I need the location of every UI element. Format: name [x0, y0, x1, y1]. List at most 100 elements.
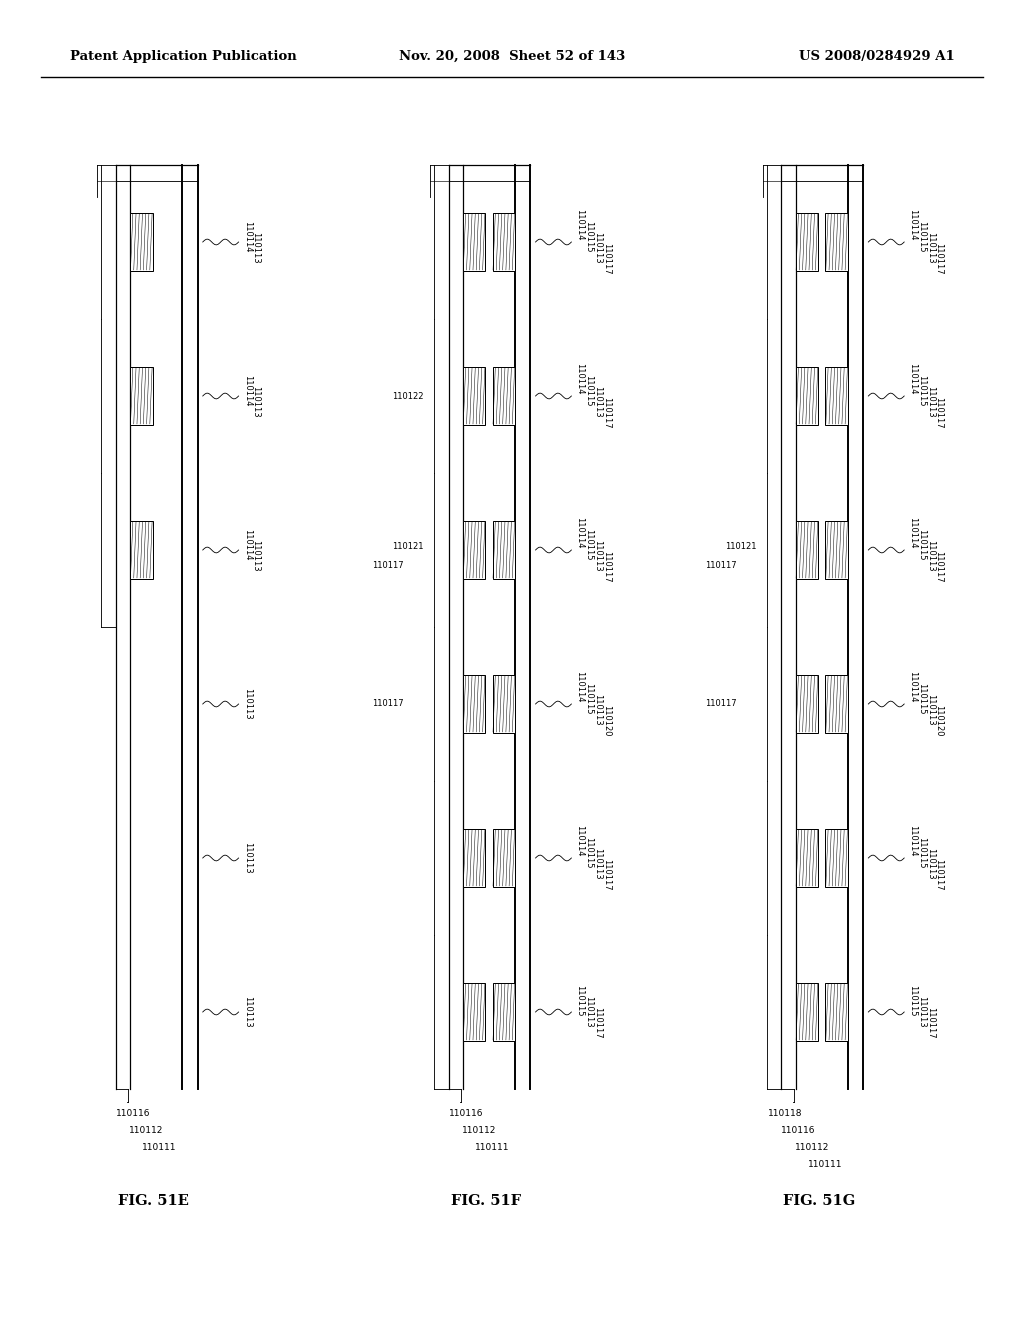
Polygon shape — [493, 213, 515, 272]
Text: 110117: 110117 — [926, 1007, 935, 1039]
Polygon shape — [130, 213, 153, 272]
Polygon shape — [463, 213, 485, 272]
Text: 110115: 110115 — [584, 375, 593, 407]
Text: FIG. 51G: FIG. 51G — [783, 1195, 856, 1208]
Text: 110114: 110114 — [908, 517, 918, 549]
Text: 110115: 110115 — [584, 837, 593, 869]
Polygon shape — [825, 675, 848, 734]
Text: 110114: 110114 — [243, 375, 252, 407]
Text: 110114: 110114 — [908, 210, 918, 242]
Polygon shape — [796, 520, 818, 579]
Text: 110117: 110117 — [934, 550, 943, 582]
Text: 110121: 110121 — [725, 541, 757, 550]
Text: 110114: 110114 — [243, 220, 252, 252]
Polygon shape — [796, 829, 818, 887]
Text: 110115: 110115 — [908, 985, 918, 1016]
Text: 110115: 110115 — [584, 528, 593, 560]
Text: 110117: 110117 — [602, 397, 610, 429]
Polygon shape — [825, 982, 848, 1041]
Text: Nov. 20, 2008  Sheet 52 of 143: Nov. 20, 2008 Sheet 52 of 143 — [399, 50, 625, 63]
Text: 110113: 110113 — [918, 997, 926, 1028]
Text: 110117: 110117 — [934, 243, 943, 275]
Polygon shape — [796, 367, 818, 425]
Polygon shape — [463, 675, 485, 734]
Text: 110114: 110114 — [575, 825, 585, 857]
Polygon shape — [130, 520, 153, 579]
Text: 110115: 110115 — [584, 220, 593, 252]
Polygon shape — [463, 982, 485, 1041]
Text: US 2008/0284929 A1: US 2008/0284929 A1 — [799, 50, 954, 63]
Polygon shape — [825, 520, 848, 579]
Text: 110116: 110116 — [449, 1109, 483, 1118]
Text: 110116: 110116 — [116, 1109, 151, 1118]
Text: 110113: 110113 — [252, 232, 260, 264]
Polygon shape — [130, 367, 153, 425]
Text: 110113: 110113 — [252, 540, 260, 572]
Text: 110111: 110111 — [808, 1160, 843, 1170]
Text: 110115: 110115 — [918, 528, 926, 560]
Polygon shape — [493, 520, 515, 579]
Text: 110117: 110117 — [593, 1007, 602, 1039]
Text: 110117: 110117 — [602, 550, 610, 582]
Text: 110111: 110111 — [475, 1143, 510, 1152]
Text: 110113: 110113 — [926, 232, 935, 264]
Text: 110114: 110114 — [575, 210, 585, 242]
Text: 110111: 110111 — [142, 1143, 177, 1152]
Text: 110117: 110117 — [705, 561, 736, 570]
Text: 110122: 110122 — [392, 392, 424, 400]
Polygon shape — [825, 367, 848, 425]
Polygon shape — [796, 982, 818, 1041]
Polygon shape — [493, 982, 515, 1041]
Text: 110114: 110114 — [575, 363, 585, 395]
Text: 110117: 110117 — [372, 700, 403, 709]
Text: 110112: 110112 — [795, 1143, 829, 1152]
Text: 110117: 110117 — [934, 859, 943, 891]
Polygon shape — [796, 213, 818, 272]
Text: 110114: 110114 — [243, 528, 252, 560]
Text: 110116: 110116 — [781, 1126, 816, 1135]
Text: 110113: 110113 — [926, 385, 935, 417]
Polygon shape — [463, 367, 485, 425]
Polygon shape — [463, 520, 485, 579]
Text: 110113: 110113 — [593, 847, 602, 879]
Text: 110113: 110113 — [252, 385, 260, 417]
Text: 110115: 110115 — [575, 985, 585, 1016]
Text: 110115: 110115 — [584, 682, 593, 714]
Text: 110113: 110113 — [926, 540, 935, 572]
Text: 110113: 110113 — [593, 232, 602, 264]
Polygon shape — [493, 367, 515, 425]
Text: 110113: 110113 — [593, 540, 602, 572]
Polygon shape — [493, 675, 515, 734]
Text: 110113: 110113 — [243, 997, 252, 1028]
Text: 110118: 110118 — [768, 1109, 803, 1118]
Text: 110121: 110121 — [392, 541, 424, 550]
Text: 110113: 110113 — [243, 688, 252, 719]
Text: 110113: 110113 — [593, 385, 602, 417]
Text: 110112: 110112 — [129, 1126, 164, 1135]
Text: 110113: 110113 — [926, 694, 935, 726]
Polygon shape — [493, 829, 515, 887]
Text: 110113: 110113 — [584, 997, 593, 1028]
Text: 110113: 110113 — [926, 847, 935, 879]
Text: FIG. 51E: FIG. 51E — [118, 1195, 188, 1208]
Text: 110120: 110120 — [934, 705, 943, 737]
Text: 110112: 110112 — [462, 1126, 497, 1135]
Text: 110114: 110114 — [575, 672, 585, 704]
Text: 110114: 110114 — [575, 517, 585, 549]
Text: 110114: 110114 — [908, 363, 918, 395]
Text: 110114: 110114 — [908, 672, 918, 704]
Text: 110117: 110117 — [705, 700, 736, 709]
Text: Patent Application Publication: Patent Application Publication — [70, 50, 296, 63]
Text: 110115: 110115 — [918, 682, 926, 714]
Polygon shape — [463, 829, 485, 887]
Text: 110117: 110117 — [602, 859, 610, 891]
Text: 110115: 110115 — [918, 837, 926, 869]
Text: 110120: 110120 — [602, 705, 610, 737]
Text: 110115: 110115 — [918, 375, 926, 407]
Text: 110113: 110113 — [593, 694, 602, 726]
Text: 110114: 110114 — [908, 825, 918, 857]
Polygon shape — [796, 675, 818, 734]
Text: FIG. 51F: FIG. 51F — [451, 1195, 520, 1208]
Text: 110115: 110115 — [918, 220, 926, 252]
Polygon shape — [825, 213, 848, 272]
